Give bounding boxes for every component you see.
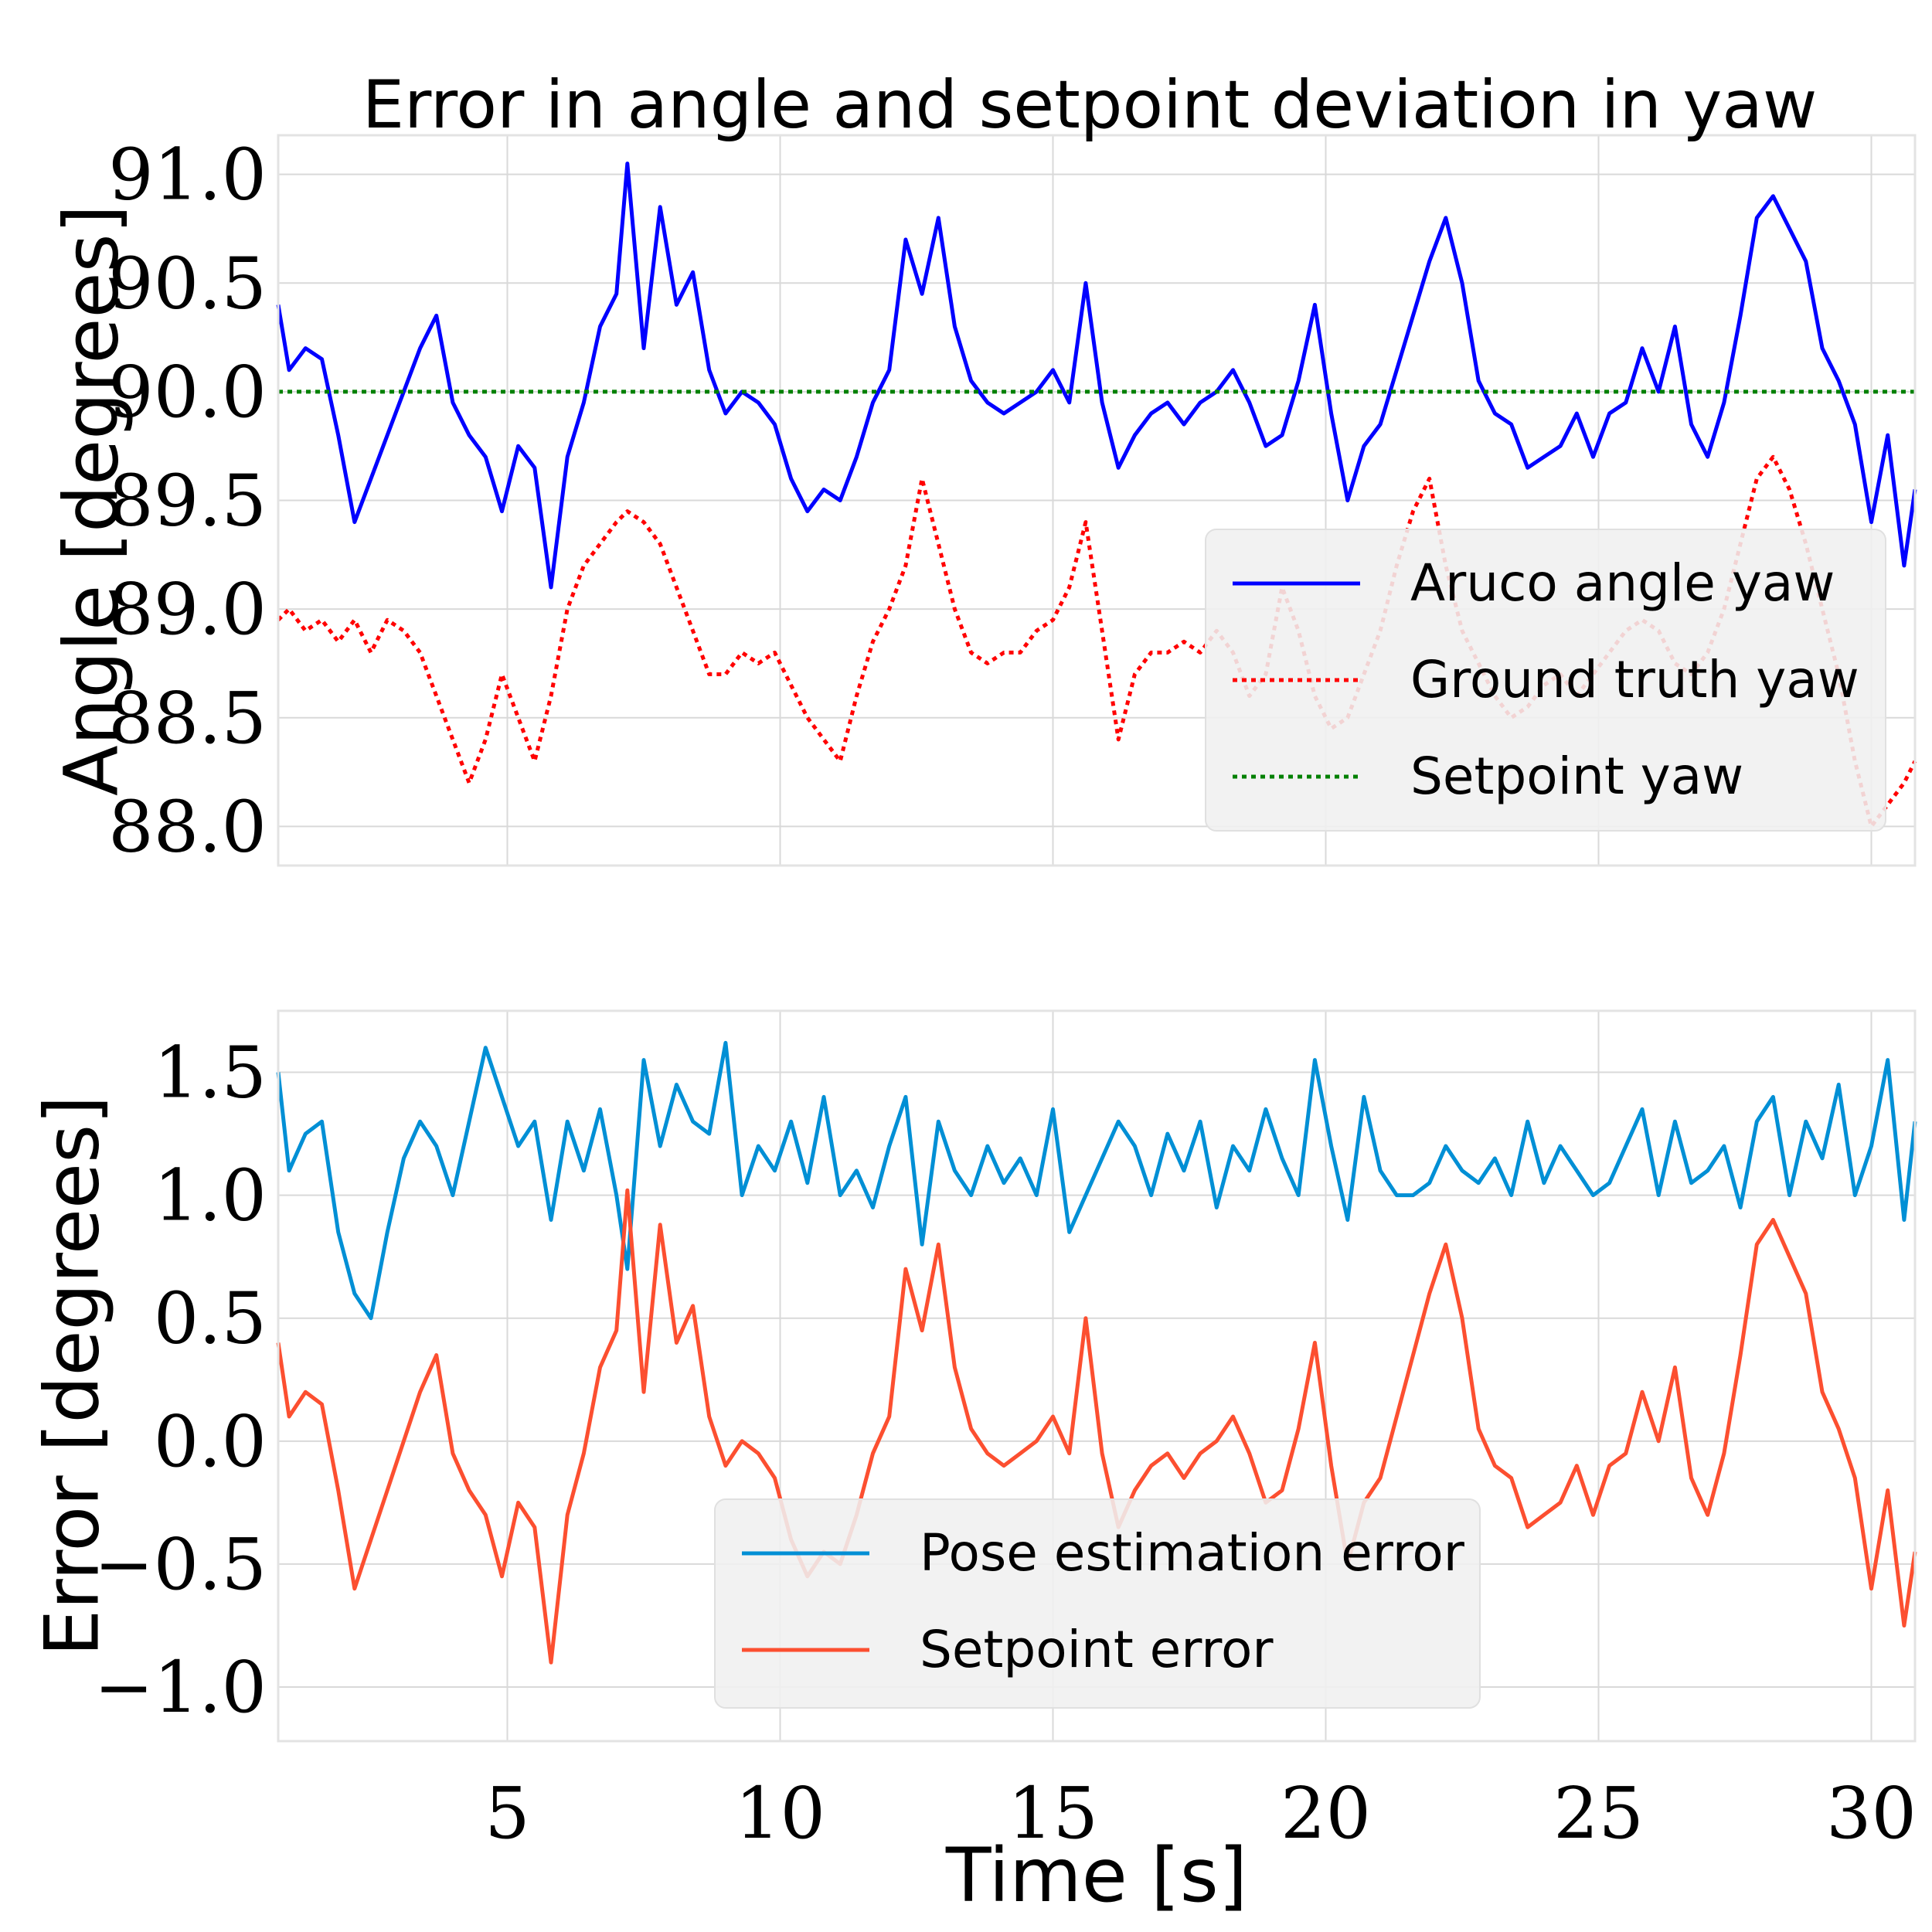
angle-plot-frame [277, 134, 1917, 867]
error-y-axis-label: Error [degrees] [29, 1096, 115, 1657]
y-tick-label: 90.0 [108, 351, 267, 434]
y-tick-label: 91.0 [108, 134, 267, 216]
chart-title: Error in angle and setpoint deviation in… [362, 66, 1818, 144]
aruco-angle-yaw-line [276, 162, 1917, 590]
angle-y-tick-labels: 88.0 88.5 89.0 89.5 90.0 90.5 91.0 [108, 134, 267, 869]
error-y-tick-labels: −1.0 −0.5 0.0 0.5 1.0 1.5 [94, 1032, 267, 1729]
time-x-tick-labels: 5 10 15 20 25 30 [485, 1772, 1917, 1855]
legend-label: Ground truth yaw [1410, 650, 1859, 709]
setpoint-error-line [276, 1188, 1917, 1665]
x-tick-label: 25 [1553, 1772, 1644, 1855]
y-tick-label: 1.5 [154, 1032, 267, 1114]
x-tick-label: 10 [735, 1772, 825, 1855]
error-panel: −1.0 −0.5 0.0 0.5 1.0 1.5 5 10 15 20 25 30 Time [s… [29, 1009, 1917, 1919]
angle-legend: Aruco angle yaw Ground truth yaw Setpoint … [1205, 529, 1886, 832]
error-series-group [276, 1040, 1917, 1665]
x-tick-label: 20 [1281, 1772, 1371, 1855]
y-tick-label: 0.0 [154, 1400, 267, 1483]
y-tick-label: −1.0 [94, 1646, 267, 1729]
y-tick-label: 89.0 [108, 568, 267, 651]
time-x-axis-label: Time [s] [945, 1832, 1247, 1919]
y-tick-label: 0.5 [154, 1277, 267, 1360]
legend-label: Aruco angle yaw [1410, 553, 1835, 613]
y-tick-label: 89.5 [108, 460, 267, 543]
error-legend: Pose estimation error Setpoint error [714, 1498, 1481, 1709]
x-tick-label: 5 [485, 1772, 530, 1855]
x-tick-label: 30 [1826, 1772, 1917, 1855]
pose-estimation-error-line [276, 1040, 1917, 1321]
y-tick-label: 88.0 [108, 785, 267, 868]
legend-box [714, 1498, 1481, 1709]
legend-label: Setpoint error [920, 1620, 1274, 1679]
x-tick-label: 15 [1008, 1772, 1098, 1855]
y-tick-label: 88.5 [108, 677, 267, 760]
legend-label: Setpoint yaw [1410, 747, 1743, 806]
y-tick-label: 90.5 [108, 242, 267, 325]
y-tick-label: −0.5 [94, 1523, 267, 1606]
y-tick-label: 1.0 [154, 1155, 267, 1237]
angle-panel: 88.0 88.5 89.0 89.5 90.0 90.5 91.0 Error in an… [48, 66, 1917, 869]
angle-y-axis-label: Angle [degrees] [48, 205, 134, 796]
legend-box [1205, 529, 1886, 832]
error-plot-frame [277, 1009, 1917, 1743]
legend-label: Pose estimation error [920, 1523, 1465, 1583]
